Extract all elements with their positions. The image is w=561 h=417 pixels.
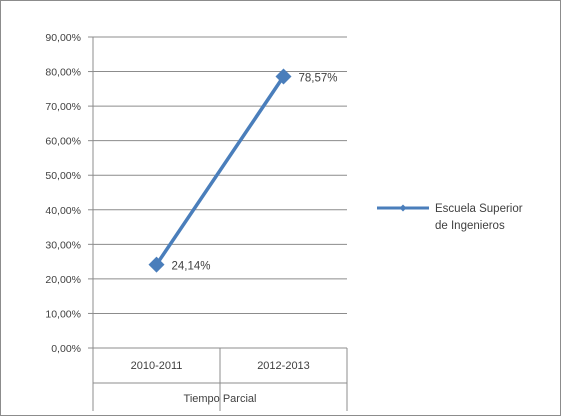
data-label: 24,14% — [172, 261, 211, 273]
y-tick-label: 0,00% — [51, 343, 81, 355]
legend: Escuela Superior de Ingenieros — [377, 203, 523, 232]
data-point-marker — [275, 68, 292, 85]
y-tick-label: 10,00% — [45, 308, 81, 320]
y-tick-label: 40,00% — [45, 205, 81, 217]
gridlines — [88, 36, 347, 349]
y-tick-label: 30,00% — [45, 239, 81, 251]
y-axis-tick-labels: 0,00% 10,00% 20,00% 30,00% 40,00% 50,00% 60,00… — [45, 32, 81, 355]
y-tick-label: 50,00% — [45, 170, 81, 182]
y-tick-label: 80,00% — [45, 67, 81, 79]
legend-swatch-marker — [399, 204, 407, 212]
legend-label: de Ingenieros — [435, 220, 505, 232]
y-tick-label: 70,00% — [45, 101, 81, 113]
x-tick-label: 2012-2013 — [257, 360, 310, 372]
y-tick-label: 20,00% — [45, 274, 81, 286]
y-tick-label: 90,00% — [45, 32, 81, 44]
data-label: 78,57% — [299, 72, 338, 84]
series-line — [155, 75, 285, 266]
x-axis: 2010-2011 2012-2013 Tiempo Parcial — [92, 37, 348, 411]
series-layer: 24,14% 78,57% — [148, 68, 338, 273]
y-tick-label: 60,00% — [45, 136, 81, 148]
legend-label: Escuela Superior — [435, 203, 523, 215]
x-group-label: Tiempo Parcial — [184, 393, 257, 405]
x-tick-label: 2010-2011 — [131, 360, 183, 372]
data-point-marker — [148, 256, 165, 273]
